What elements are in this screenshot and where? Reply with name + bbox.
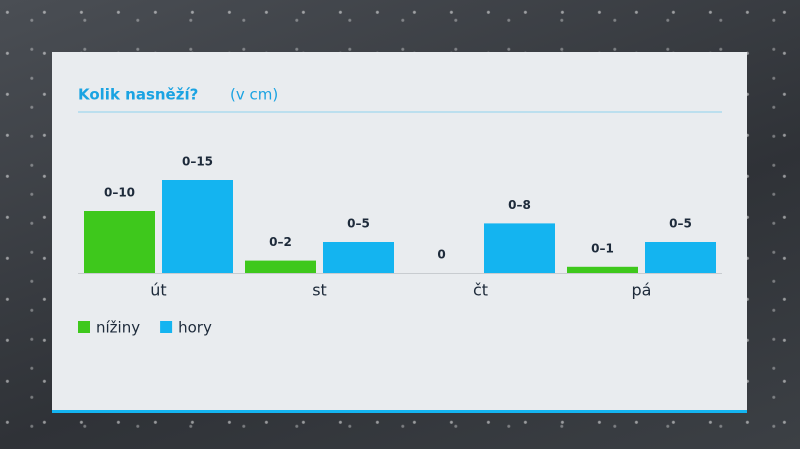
value-label: 0–10 [104, 186, 135, 200]
bar [484, 223, 555, 273]
legend-label: hory [178, 319, 212, 337]
x-tick-label: čt [473, 281, 488, 300]
value-label: 0–5 [669, 217, 692, 231]
value-label: 0–15 [182, 155, 213, 169]
x-tick-label: st [312, 281, 327, 300]
value-label: 0–8 [508, 198, 531, 212]
x-tick-label: út [150, 281, 166, 300]
value-label: 0–1 [591, 241, 614, 255]
bar [162, 180, 233, 273]
value-label: 0 [437, 248, 445, 262]
value-label: 0–2 [269, 235, 292, 249]
value-label: 0–5 [347, 217, 370, 231]
legend-swatch [160, 321, 173, 333]
legend-label: nížiny [96, 319, 140, 337]
bar [323, 242, 394, 273]
bar [84, 211, 155, 273]
chart-title: Kolik nasněží? [78, 86, 198, 104]
bar [245, 260, 316, 273]
legend-swatch [78, 321, 90, 333]
bar [567, 266, 638, 273]
x-tick-label: pá [632, 281, 652, 300]
panel-border [52, 410, 747, 413]
panel [52, 52, 747, 413]
bar [645, 242, 716, 273]
chart-subtitle: (v cm) [230, 86, 278, 104]
